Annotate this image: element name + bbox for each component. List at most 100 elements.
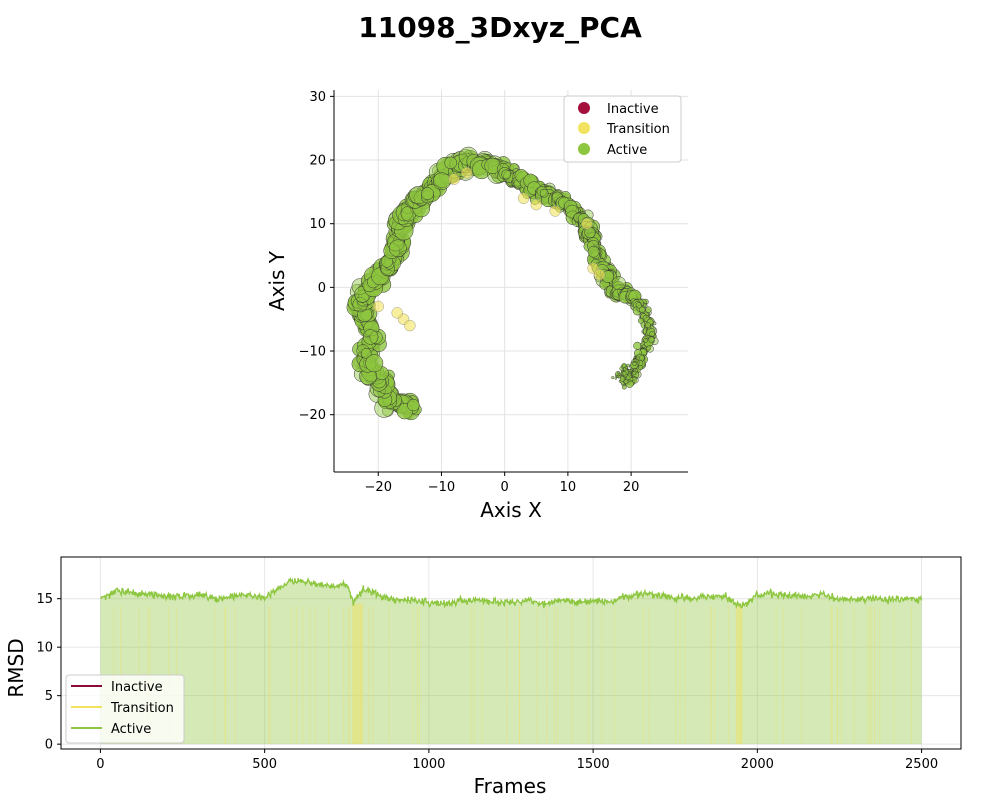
scatter-point-active <box>617 375 621 379</box>
scatter-point-active <box>611 376 615 380</box>
legend-marker-inactive <box>578 102 590 114</box>
scatter-x-ticks: −20 −10 0 10 20 <box>365 472 640 495</box>
scatter-point-active <box>536 185 548 197</box>
scatter-point-transition <box>593 268 606 281</box>
scatter-point-active <box>633 341 642 350</box>
rmsd-legend-label-active: Active <box>111 722 151 737</box>
scatter-legend: Inactive Transition Active <box>563 95 682 163</box>
scatter-point-transition <box>517 192 530 204</box>
rmsd-legend: Inactive Transition Active <box>65 674 185 744</box>
rmsd-transition-band <box>736 603 743 745</box>
scatter-point-active <box>621 384 627 390</box>
scatter-x-tick-label: −20 <box>365 480 392 495</box>
scatter-point-transition <box>461 167 473 179</box>
scatter-point-active <box>628 368 632 372</box>
scatter-point-active <box>644 322 651 329</box>
scatter-point-active <box>622 371 627 376</box>
legend-marker-transition <box>578 122 590 134</box>
scatter-x-tick-label: 20 <box>623 480 640 495</box>
scatter-point-active <box>639 354 646 361</box>
scatter-legend-box <box>563 95 682 163</box>
scatter-point-active <box>639 306 646 313</box>
scatter-point-active <box>645 306 652 313</box>
scatter-point-active <box>433 172 451 190</box>
rmsd-frame <box>60 556 962 750</box>
scatter-point-active <box>619 376 626 382</box>
scatter-point-active <box>624 366 628 369</box>
legend-label-inactive: Inactive <box>607 102 659 117</box>
scatter-point-active <box>642 303 648 308</box>
scatter-point-active <box>635 302 643 309</box>
scatter-point-active <box>565 204 580 219</box>
rmsd-x-tick-label: 2500 <box>905 757 938 772</box>
scatter-point-active <box>611 276 626 291</box>
scatter-point-transition <box>391 307 403 319</box>
scatter-point-active <box>352 297 368 313</box>
scatter-point-active <box>633 349 642 358</box>
scatter-point-active <box>632 361 637 366</box>
scatter-point-active <box>623 379 629 384</box>
scatter-point-active <box>621 363 627 368</box>
scatter-y-tick-label: −20 <box>299 408 326 423</box>
scatter-point-active <box>369 330 383 345</box>
rmsd-x-tick-label: 0 <box>96 757 104 772</box>
scatter-point-active <box>648 336 655 343</box>
rmsd-x-tick-label: 500 <box>252 757 277 772</box>
rmsd-x-ticks: 0 500 1000 1500 2000 2500 <box>96 749 938 772</box>
scatter-point-transition <box>530 198 542 211</box>
legend-marker-active <box>578 143 590 155</box>
rmsd-y-tick-label: 0 <box>45 738 53 753</box>
scatter-point-active <box>444 156 457 170</box>
rmsd-x-tick-label: 1500 <box>577 757 610 772</box>
scatter-point-transition <box>404 319 416 332</box>
rmsd-x-axis-label: Frames <box>474 774 547 798</box>
rmsd-legend-box <box>65 674 185 744</box>
scatter-point-active <box>614 377 618 380</box>
scatter-point-active <box>629 377 634 382</box>
scatter-point-active <box>501 169 512 180</box>
legend-label-active: Active <box>607 143 647 158</box>
scatter-point-active <box>646 344 654 353</box>
scatter-point-transition <box>581 217 593 230</box>
scatter-point-transition <box>448 173 460 185</box>
rmsd-legend-label-inactive: Inactive <box>111 680 163 695</box>
legend-label-transition: Transition <box>606 122 670 137</box>
scatter-y-tick-label: −10 <box>299 345 326 360</box>
rmsd-x-tick-label: 2000 <box>741 757 774 772</box>
scatter-x-axis-label: Axis X <box>480 498 542 522</box>
scatter-points <box>346 146 659 421</box>
scatter-y-axis-label: Axis Y <box>265 250 289 311</box>
scatter-point-active <box>627 372 632 377</box>
scatter-point-active <box>637 317 644 324</box>
scatter-point-active <box>617 371 620 374</box>
scatter-y-tick-label: 10 <box>309 217 326 232</box>
rmsd-legend-label-transition: Transition <box>110 701 174 716</box>
scatter-point-active <box>395 203 414 222</box>
rmsd-y-tick-label: 5 <box>45 689 53 704</box>
scatter-point-active <box>389 239 407 258</box>
scatter-y-tick-label: 30 <box>309 90 326 105</box>
scatter-point-active <box>365 354 384 373</box>
scatter-point-active <box>539 188 549 198</box>
scatter-y-ticks: −20 −10 0 10 20 30 <box>299 90 334 423</box>
scatter-x-tick-label: −10 <box>428 480 455 495</box>
rmsd-y-ticks: 0 5 10 15 <box>36 592 61 753</box>
scatter-x-tick-label: 0 <box>501 480 509 495</box>
rmsd-line <box>100 576 923 609</box>
scatter-x-tick-label: 10 <box>560 480 577 495</box>
rmsd-y-tick-label: 15 <box>36 592 53 607</box>
rmsd-transition-band <box>351 603 364 745</box>
scatter-point-active <box>587 245 600 258</box>
rmsd-area-active <box>100 578 922 745</box>
scatter-point-active <box>362 329 379 345</box>
scatter-point-active <box>626 363 630 368</box>
rmsd-line-active <box>100 576 923 609</box>
scatter-y-tick-label: 20 <box>309 154 326 169</box>
scatter-point-active <box>407 398 420 412</box>
rmsd-fill <box>100 578 922 745</box>
figure-title: 11098_3Dxyz_PCA <box>358 11 642 44</box>
scatter-point-active <box>641 344 646 349</box>
